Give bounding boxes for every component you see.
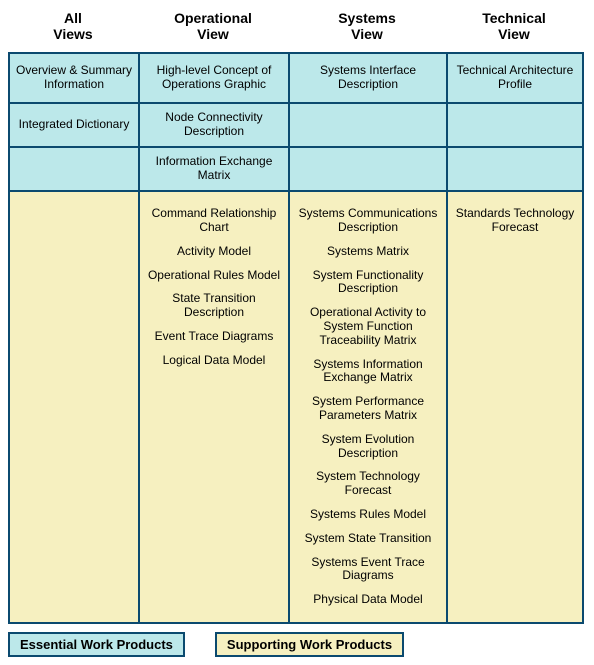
cell-empty-sys-r2 bbox=[290, 104, 448, 148]
header-technical-view: TechnicalView bbox=[446, 8, 582, 48]
cell-info-exchange-matrix: Information Exchange Matrix bbox=[140, 148, 290, 192]
supporting-item: System Functionality Description bbox=[294, 269, 442, 297]
cell-empty-all-r3 bbox=[10, 148, 140, 192]
legend-essential: Essential Work Products bbox=[8, 632, 185, 657]
cell-integrated-dictionary: Integrated Dictionary bbox=[10, 104, 140, 148]
supporting-item: Activity Model bbox=[177, 245, 251, 259]
supporting-item: Operational Rules Model bbox=[148, 269, 280, 283]
supporting-item: System Technology Forecast bbox=[294, 470, 442, 498]
supporting-item: Event Trace Diagrams bbox=[155, 330, 274, 344]
supporting-item: Physical Data Model bbox=[313, 593, 422, 607]
supporting-item: Operational Activity to System Function … bbox=[294, 306, 442, 347]
supporting-item: State Transition Description bbox=[144, 292, 284, 320]
essential-row-2: Integrated Dictionary Node Connectivity … bbox=[10, 104, 584, 148]
header-operational-view: OperationalView bbox=[138, 8, 288, 48]
supporting-systems: Systems Communications Description System… bbox=[290, 192, 448, 624]
supporting-item: Systems Communications Description bbox=[294, 207, 442, 235]
essential-row-1: Overview & Summary Information High-leve… bbox=[10, 54, 584, 104]
essential-row-3: Information Exchange Matrix bbox=[10, 148, 584, 192]
supporting-all-views bbox=[10, 192, 140, 624]
column-headers: AllViews OperationalView SystemsView Tec… bbox=[8, 8, 586, 48]
supporting-item: Logical Data Model bbox=[163, 354, 266, 368]
framework-grid: Overview & Summary Information High-leve… bbox=[8, 52, 584, 624]
legend-supporting: Supporting Work Products bbox=[215, 632, 404, 657]
supporting-item: Command Relationship Chart bbox=[144, 207, 284, 235]
cell-overview-summary: Overview & Summary Information bbox=[10, 54, 140, 104]
supporting-item: Systems Event Trace Diagrams bbox=[294, 556, 442, 584]
cell-empty-sys-r3 bbox=[290, 148, 448, 192]
cell-systems-interface: Systems Interface Description bbox=[290, 54, 448, 104]
legend: Essential Work Products Supporting Work … bbox=[8, 632, 586, 657]
supporting-item: Systems Rules Model bbox=[310, 508, 426, 522]
supporting-row: Command Relationship Chart Activity Model… bbox=[10, 192, 584, 624]
header-systems-view: SystemsView bbox=[288, 8, 446, 48]
supporting-technical: Standards Technology Forecast bbox=[448, 192, 584, 624]
cell-concept-operations: High-level Concept of Operations Graphic bbox=[140, 54, 290, 104]
cell-empty-tech-r3 bbox=[448, 148, 584, 192]
cell-empty-tech-r2 bbox=[448, 104, 584, 148]
supporting-item: Systems Matrix bbox=[327, 245, 409, 259]
supporting-item: Systems Information Exchange Matrix bbox=[294, 358, 442, 386]
cell-tech-architecture-profile: Technical Architecture Profile bbox=[448, 54, 584, 104]
supporting-item: Standards Technology Forecast bbox=[452, 207, 578, 235]
supporting-item: System Performance Parameters Matrix bbox=[294, 395, 442, 423]
header-all-views: AllViews bbox=[8, 8, 138, 48]
cell-node-connectivity: Node Connectivity Description bbox=[140, 104, 290, 148]
supporting-item: System State Transition bbox=[305, 532, 432, 546]
supporting-item: System Evolution Description bbox=[294, 433, 442, 461]
supporting-operational: Command Relationship Chart Activity Model… bbox=[140, 192, 290, 624]
